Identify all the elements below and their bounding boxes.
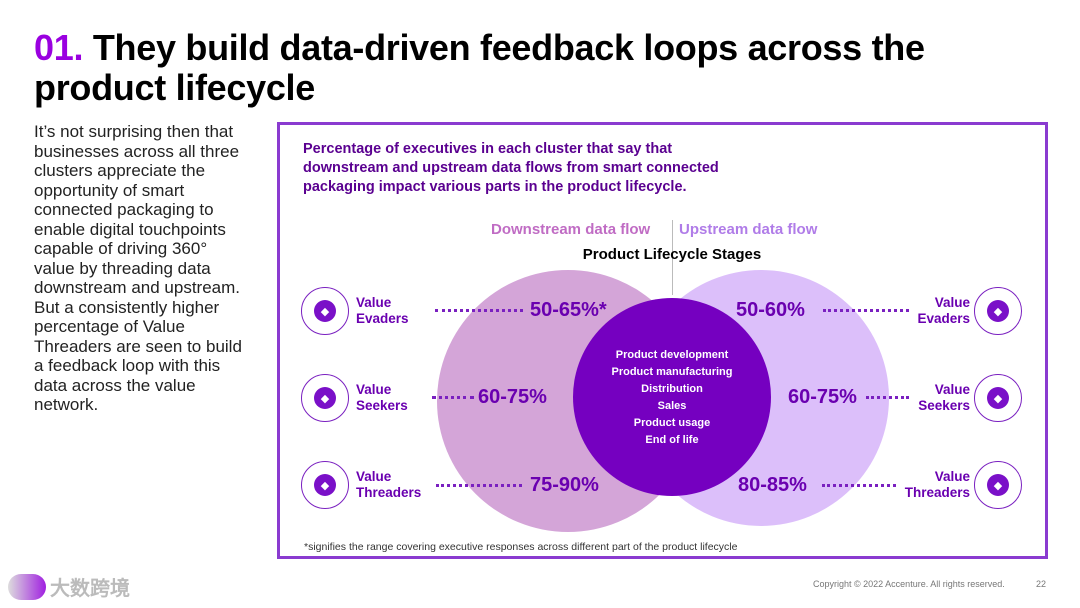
cluster-label: Value Seekers xyxy=(356,382,408,413)
cluster-label: Value Threaders xyxy=(356,469,422,500)
upstream-value: 60-75% xyxy=(788,386,857,408)
logo-mark-icon xyxy=(8,573,46,600)
cluster-label: Value Evaders xyxy=(356,295,409,326)
stage: Product usage xyxy=(633,417,711,429)
watermark-logo: 大数跨境 xyxy=(8,572,130,601)
figure-frame xyxy=(277,122,1048,559)
upstream-value: 50-60% xyxy=(736,299,805,321)
body-text: It’s not surprising then that businesses… xyxy=(34,122,242,414)
diamond-arrow-icon: ◆ xyxy=(301,287,349,335)
stage: Product development xyxy=(615,349,729,361)
footnote: *signifies the range covering executive … xyxy=(304,541,738,553)
diamond-arrow-icon: ◆ xyxy=(974,287,1022,335)
stage: Product manufacturing xyxy=(611,366,733,378)
center-circle xyxy=(573,298,771,496)
magnifier-diamond-icon: ◆ xyxy=(974,374,1022,422)
stages-list: Product development Product manufacturin… xyxy=(574,347,770,449)
dotted-connector xyxy=(866,396,909,399)
cluster-label: Value Evaders xyxy=(917,295,970,326)
stage: Sales xyxy=(657,400,687,412)
figure-caption: Percentage of executives in each cluster… xyxy=(303,141,719,195)
downstream-label: Downstream data flow xyxy=(491,221,651,238)
dotted-connector xyxy=(436,484,522,487)
yarn-needles-icon: ◆ xyxy=(974,461,1022,509)
downstream-value: 75-90% xyxy=(530,474,599,496)
dotted-connector xyxy=(823,309,909,312)
downstream-value: 50-65%* xyxy=(530,299,607,321)
lifecycle-title: Product Lifecycle Stages xyxy=(582,246,762,263)
cluster-label: Value Seekers xyxy=(918,382,970,413)
flow-divider xyxy=(672,220,673,295)
copyright: Copyright © 2022 Accenture. All rights r… xyxy=(813,579,1005,589)
dotted-connector xyxy=(822,484,896,487)
page-title: 01. They build data-driven feedback loop… xyxy=(34,27,925,108)
page-number: 22 xyxy=(1036,579,1047,589)
magnifier-diamond-icon: ◆ xyxy=(301,374,349,422)
downstream-value: 60-75% xyxy=(478,386,547,408)
upstream-label: Upstream data flow xyxy=(679,221,818,238)
dotted-connector xyxy=(432,396,474,399)
stage: End of life xyxy=(645,434,699,446)
dotted-connector xyxy=(435,309,523,312)
yarn-needles-icon: ◆ xyxy=(301,461,349,509)
cluster-label: Value Threaders xyxy=(904,469,970,500)
stage: Distribution xyxy=(641,383,703,395)
upstream-value: 80-85% xyxy=(738,474,807,496)
